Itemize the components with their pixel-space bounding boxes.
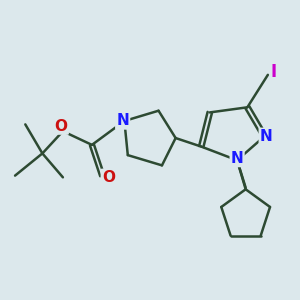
Text: N: N xyxy=(260,129,272,144)
Text: O: O xyxy=(102,170,115,185)
Text: N: N xyxy=(116,113,129,128)
Text: I: I xyxy=(271,63,277,81)
Text: O: O xyxy=(55,118,68,134)
Text: N: N xyxy=(231,151,244,166)
